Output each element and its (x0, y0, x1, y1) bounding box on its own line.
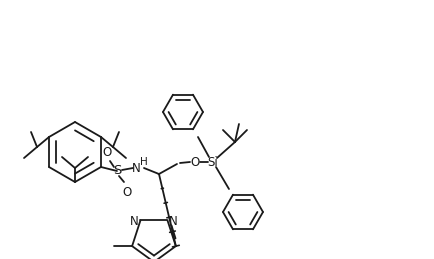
Text: O: O (191, 155, 200, 169)
Text: Si: Si (207, 155, 218, 169)
Text: N: N (132, 162, 140, 175)
Text: O: O (122, 185, 132, 198)
Text: N: N (169, 215, 178, 228)
Text: O: O (102, 146, 112, 159)
Text: N: N (130, 215, 139, 228)
Text: H: H (140, 157, 148, 167)
Text: S: S (113, 164, 121, 177)
